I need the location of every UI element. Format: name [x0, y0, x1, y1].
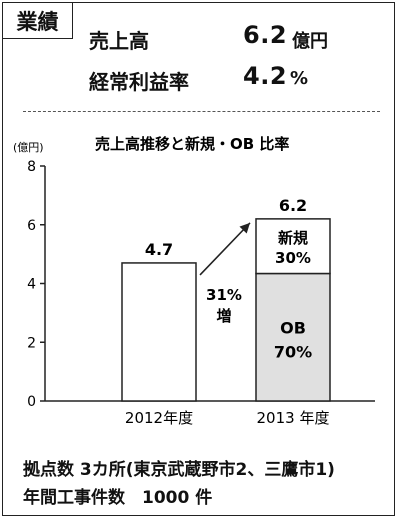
y-unit-label: (億円) [13, 141, 44, 154]
dashed-divider [23, 111, 380, 112]
bar-2013-new [255, 218, 331, 275]
y-tick-label: 6 [27, 218, 36, 234]
footer-annual-projects: 年間工事件数 1000 件 [23, 488, 213, 508]
footer-offices: 拠点数 3カ所(東京武蔵野市2、三鷹市1) [23, 460, 335, 480]
profit-label: 経常利益率 [89, 70, 189, 94]
bar-2013-ob [255, 272, 331, 402]
growth-arrow-line [199, 222, 251, 276]
segment-share-new: 30% [275, 249, 311, 267]
growth-percent-label: 31% [206, 286, 242, 304]
sales-chart: 売上高推移と新規・OB 比率 (億円) 0 2 4 6 8 4.7 6.2 新規 30% OB 7… [13, 135, 375, 427]
segment-name-new: 新規 [278, 229, 308, 247]
results-panel: 業績 売上高 6.2 億円 経常利益率 4.2 % 売上高推移と新規・OB 比率… [2, 2, 395, 516]
sales-value: 6.2 [243, 21, 288, 49]
segment-name-ob: OB [280, 318, 306, 337]
sales-label: 売上高 [89, 29, 149, 53]
profit-value: 4.2 [243, 62, 288, 90]
section-badge: 業績 [3, 3, 73, 39]
profit-unit: % [290, 68, 309, 89]
growth-word-label: 増 [216, 307, 231, 325]
x-category-label: 2012年度 [125, 409, 193, 427]
x-category-label: 2013 年度 [257, 409, 330, 427]
y-tick-label: 4 [27, 277, 36, 293]
segment-share-ob: 70% [274, 342, 312, 361]
value-label-2013: 6.2 [279, 196, 307, 215]
sales-unit: 億円 [292, 31, 328, 52]
growth-arrow-head [239, 222, 250, 234]
y-tick-label: 8 [27, 159, 36, 175]
y-tick-label: 2 [27, 335, 36, 351]
y-tick-label: 0 [27, 394, 36, 410]
value-label-2012: 4.7 [145, 240, 173, 259]
chart-title: 売上高推移と新規・OB 比率 [95, 135, 289, 153]
bar-2012 [121, 262, 197, 402]
